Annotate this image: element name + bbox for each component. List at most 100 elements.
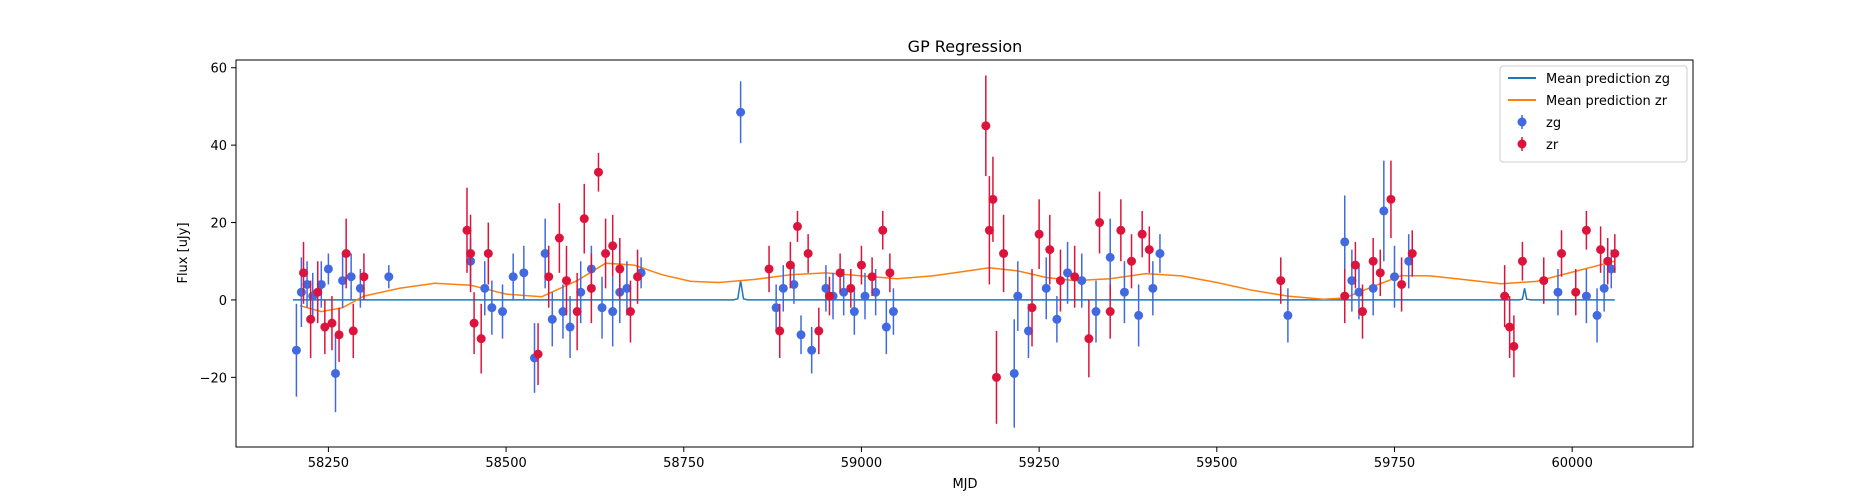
data-point-zg xyxy=(736,107,746,117)
data-point-zg xyxy=(1013,291,1023,301)
data-point-zg xyxy=(296,287,306,297)
data-point-zr xyxy=(1557,249,1567,258)
data-point-zg xyxy=(1347,276,1357,286)
data-point-zr xyxy=(792,221,802,231)
data-point-zr xyxy=(327,318,337,328)
data-point-zr xyxy=(341,249,351,258)
data-point-zg xyxy=(565,322,575,332)
x-tick-label: 59000 xyxy=(841,456,882,471)
data-point-zg xyxy=(1091,307,1101,317)
data-point-zg xyxy=(1389,272,1399,282)
data-point-zr xyxy=(1127,256,1137,266)
y-axis-label: Flux [uJy] xyxy=(176,222,191,283)
data-point-zg xyxy=(1340,237,1350,247)
data-point-zg xyxy=(1581,291,1591,301)
data-point-zr xyxy=(1084,334,1094,344)
data-point-zr xyxy=(867,272,877,282)
data-point-zr xyxy=(466,249,476,258)
legend-swatch-marker xyxy=(1517,117,1527,127)
data-point-zg xyxy=(881,322,891,332)
data-point-zr xyxy=(476,334,486,344)
data-point-zg xyxy=(789,279,799,289)
data-point-zg xyxy=(519,268,529,278)
data-point-zg xyxy=(1599,283,1609,293)
data-point-zr xyxy=(533,349,543,359)
x-tick-label: 58250 xyxy=(308,456,349,471)
data-point-zg xyxy=(1553,287,1563,297)
data-point-zr xyxy=(561,276,571,286)
data-point-zr xyxy=(1517,256,1527,266)
plot-area xyxy=(291,75,1620,428)
data-point-zr xyxy=(320,322,330,332)
data-point-zg xyxy=(291,345,301,355)
data-point-zr xyxy=(593,167,603,177)
data-point-zg xyxy=(1606,264,1616,274)
data-point-zr xyxy=(483,249,493,258)
data-point-zr xyxy=(856,260,866,270)
data-point-zg xyxy=(540,249,550,258)
data-point-zr xyxy=(1509,341,1519,351)
x-axis: 58250 58500 58750 59000 59250 59500 59750 60000 xyxy=(308,447,1593,471)
data-point-zg xyxy=(338,276,348,286)
data-point-zr xyxy=(1539,276,1549,286)
data-point-zr xyxy=(1603,256,1613,266)
data-point-zg xyxy=(1077,276,1087,286)
data-point-zr xyxy=(835,268,845,278)
data-point-zr xyxy=(1137,229,1147,239)
data-point-zr xyxy=(1055,276,1065,286)
y-tick-label: 60 xyxy=(210,62,227,77)
data-point-zr xyxy=(824,291,834,301)
data-point-zr xyxy=(803,249,813,258)
data-point-zg xyxy=(1354,287,1364,297)
legend-label: Mean prediction zg xyxy=(1546,72,1670,87)
data-point-zr xyxy=(1027,303,1037,313)
data-point-zg xyxy=(1148,283,1158,293)
data-point-zr xyxy=(625,307,635,317)
data-point-zg xyxy=(1155,249,1165,258)
data-point-zr xyxy=(785,260,795,270)
plot-frame xyxy=(235,59,1694,448)
data-point-zr xyxy=(1571,287,1581,297)
data-point-zr xyxy=(615,264,625,274)
y-tick-label: 20 xyxy=(210,217,227,232)
data-point-zg xyxy=(1404,256,1414,266)
data-point-zr xyxy=(984,225,994,235)
x-tick-label: 59500 xyxy=(1196,456,1237,471)
data-point-zr xyxy=(878,225,888,235)
data-point-zg xyxy=(498,307,508,317)
data-point-zr xyxy=(1034,229,1044,239)
data-point-zr xyxy=(775,326,785,336)
data-point-zr xyxy=(1397,279,1407,289)
data-point-zg xyxy=(508,272,518,282)
data-point-zr xyxy=(1505,322,1515,332)
data-point-zr xyxy=(988,194,998,204)
data-point-zr xyxy=(1375,268,1385,278)
data-point-zg xyxy=(888,307,898,317)
data-point-zg xyxy=(608,307,618,317)
data-point-zg xyxy=(871,287,881,297)
data-point-zg xyxy=(1023,326,1033,336)
y-tick-label: −20 xyxy=(200,371,227,386)
data-point-zr xyxy=(1045,245,1055,255)
chart-title: GP Regression xyxy=(908,37,1023,56)
data-point-zg xyxy=(821,283,831,293)
data-point-zg xyxy=(1009,368,1019,378)
data-point-zg xyxy=(547,314,557,324)
legend-swatch-marker xyxy=(1517,139,1527,149)
data-point-zr xyxy=(1368,256,1378,266)
x-tick-label: 58750 xyxy=(663,456,704,471)
data-point-zr xyxy=(633,272,643,282)
data-point-zg xyxy=(302,279,312,289)
data-point-zg xyxy=(807,345,817,355)
data-point-zr xyxy=(814,326,824,336)
legend-label: zr xyxy=(1546,138,1559,153)
data-point-zg xyxy=(384,272,394,282)
data-point-zg xyxy=(346,272,356,282)
data-point-zr xyxy=(846,283,856,293)
data-point-zr xyxy=(572,307,582,317)
data-point-zr xyxy=(1144,245,1154,255)
data-point-zg xyxy=(839,287,849,297)
data-point-zr xyxy=(608,241,618,251)
data-point-zr xyxy=(1596,245,1606,255)
x-tick-label: 59750 xyxy=(1374,456,1415,471)
